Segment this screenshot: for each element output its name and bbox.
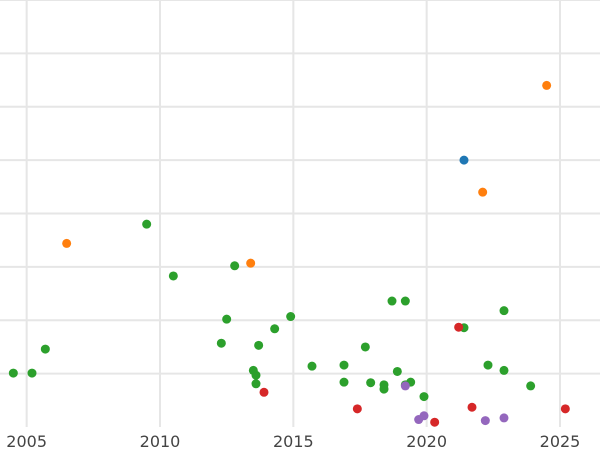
x-tick-label: 2005 — [6, 432, 47, 450]
scatter-point — [419, 392, 429, 402]
scatter-point — [459, 155, 469, 165]
scatter-point — [360, 342, 370, 352]
scatter-point — [40, 344, 50, 354]
scatter-point — [499, 413, 509, 423]
scatter-point — [499, 365, 509, 375]
scatter-point — [352, 404, 362, 414]
x-tick-label: 2020 — [406, 432, 447, 450]
x-axis-tick-labels: 2005 2010 2015 2020 2025 — [6, 432, 580, 450]
scatter-point — [387, 296, 397, 306]
scatter-point — [542, 80, 552, 90]
scatter-point — [400, 381, 410, 391]
x-tick-label: 2025 — [540, 432, 581, 450]
scatter-point — [379, 384, 389, 394]
scatter-point — [251, 370, 261, 380]
scatter-point — [307, 361, 317, 371]
scatter-point — [454, 322, 464, 332]
scatter-point — [246, 258, 256, 268]
scatter-point — [419, 411, 429, 421]
scatter-point — [392, 366, 402, 376]
scatter-point — [339, 377, 349, 387]
x-tick-label: 2010 — [140, 432, 181, 450]
scatter-point — [499, 306, 509, 316]
scatter-point — [366, 378, 376, 388]
scatter-point — [8, 368, 18, 378]
scatter-point — [483, 360, 493, 370]
scatter-point — [62, 238, 72, 248]
scatter-point — [216, 338, 226, 348]
scatter-point — [168, 271, 178, 281]
scatter-point — [270, 324, 280, 334]
scatter-point — [400, 296, 410, 306]
y-gridlines — [0, 0, 600, 375]
scatter-point — [142, 219, 152, 229]
scatter-point — [480, 416, 490, 426]
scatter-point — [254, 340, 264, 350]
scatter-point — [251, 379, 261, 389]
scatter-point — [339, 360, 349, 370]
scatter-point — [560, 404, 570, 414]
scatter-point — [430, 417, 440, 427]
scatter-point — [259, 387, 269, 397]
scatter-point — [286, 312, 296, 322]
scatter-point — [27, 368, 37, 378]
data-points — [8, 80, 570, 427]
x-tick-label: 2015 — [273, 432, 314, 450]
scatter-point — [222, 314, 232, 324]
scatter-point — [467, 402, 477, 412]
x-gridlines — [25, 0, 561, 427]
scatter-point — [478, 187, 488, 197]
scatter-point — [230, 261, 240, 271]
scatter-point — [526, 381, 536, 391]
